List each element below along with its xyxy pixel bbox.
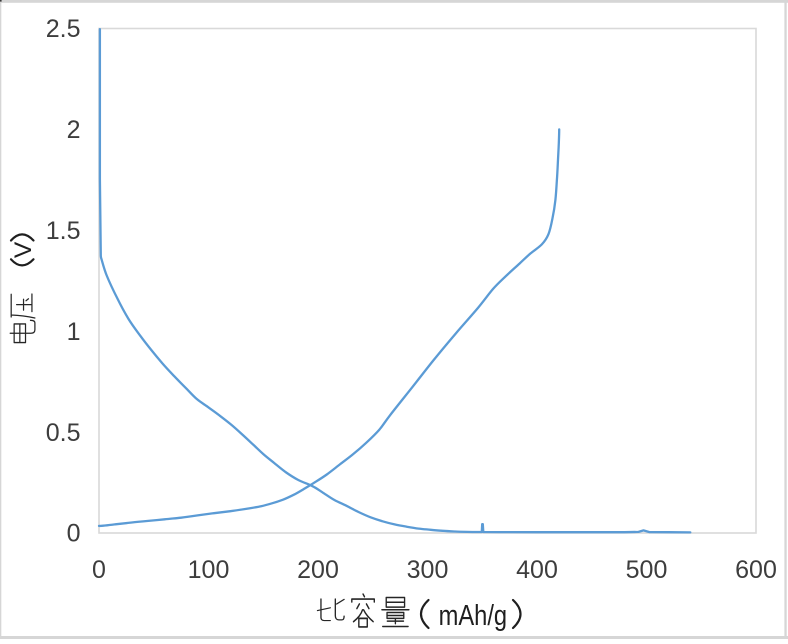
svg-text:300: 300 — [407, 556, 449, 584]
svg-text:0: 0 — [67, 520, 81, 548]
svg-text:0.5: 0.5 — [46, 419, 81, 447]
svg-text:400: 400 — [516, 556, 558, 584]
svg-text:2: 2 — [67, 116, 81, 144]
svg-text:500: 500 — [626, 556, 668, 584]
svg-text:0: 0 — [92, 556, 106, 584]
svg-text:2.5: 2.5 — [46, 15, 81, 43]
svg-text:100: 100 — [188, 556, 230, 584]
svg-text:200: 200 — [297, 556, 339, 584]
svg-text:1.5: 1.5 — [46, 217, 81, 245]
svg-text:1: 1 — [67, 318, 81, 346]
svg-text:600: 600 — [735, 556, 777, 584]
svg-text:mAh/g: mAh/g — [439, 600, 508, 632]
svg-text:V: V — [10, 241, 37, 258]
